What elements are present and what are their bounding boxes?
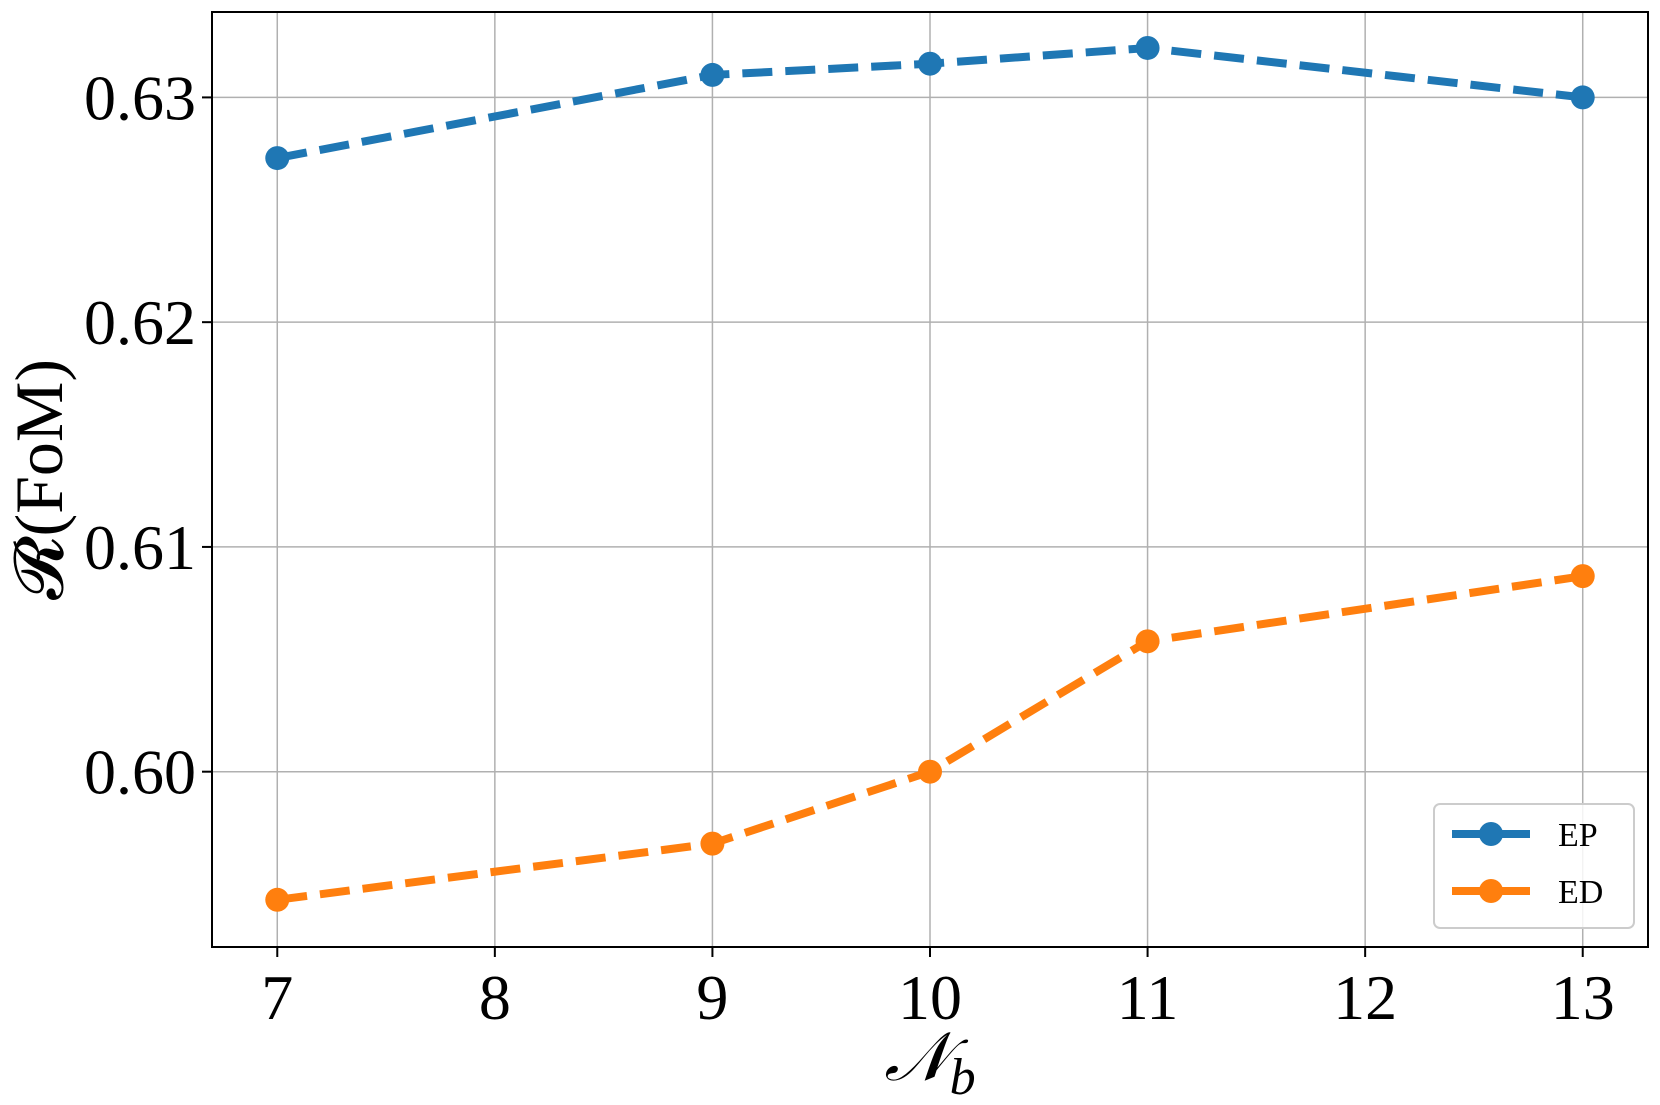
data-point-ed xyxy=(700,831,725,856)
data-point-ep xyxy=(265,146,290,171)
grid xyxy=(212,12,1648,947)
data-point-ep xyxy=(700,62,725,87)
series-ed xyxy=(265,564,1595,912)
data-point-ed xyxy=(265,887,290,912)
data-point-ed xyxy=(1135,629,1160,654)
y-axis-label: 𝓡(FoM) xyxy=(1,359,77,600)
x-tick-label: 11 xyxy=(1117,962,1179,1033)
legend-label-ep: EP xyxy=(1558,817,1598,854)
legend-marker-ed xyxy=(1479,879,1503,903)
legend-label-ed: ED xyxy=(1558,874,1603,911)
series-ep xyxy=(265,35,1595,171)
legend-box xyxy=(1433,803,1635,929)
y-tick-label: 0.61 xyxy=(84,512,196,583)
x-axis-label-subscript: b xyxy=(950,1049,976,1105)
x-tick-label: 8 xyxy=(479,962,511,1033)
x-tick-label: 7 xyxy=(261,962,293,1033)
x-tick-label: 10 xyxy=(898,962,962,1033)
data-point-ep xyxy=(1570,85,1595,110)
data-point-ep xyxy=(918,51,942,76)
series-layer xyxy=(265,35,1595,912)
y-tick-label: 0.62 xyxy=(84,287,196,358)
y-tick-label: 0.63 xyxy=(84,62,196,133)
data-point-ep xyxy=(1135,35,1160,60)
ticks: 7 8 9 10 11 12 13 0.60 0.61 0.62 0.63 xyxy=(84,62,1615,1033)
data-point-ed xyxy=(1570,564,1595,589)
x-tick-label: 12 xyxy=(1333,962,1397,1033)
x-tick-label: 9 xyxy=(696,962,728,1033)
y-tick-label: 0.60 xyxy=(84,737,196,808)
legend-marker-ep xyxy=(1479,822,1503,846)
legend: EP ED xyxy=(1433,803,1635,929)
data-point-ed xyxy=(918,759,942,784)
x-tick-label: 13 xyxy=(1551,962,1615,1033)
